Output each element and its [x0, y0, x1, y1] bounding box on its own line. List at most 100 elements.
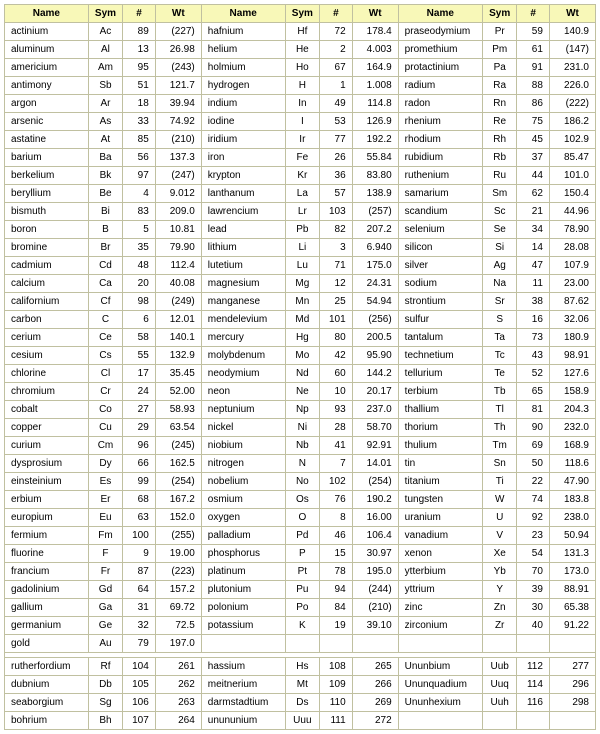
element-name: ytterbium — [398, 563, 482, 581]
element-num: 72 — [320, 23, 353, 41]
table-row: bariumBa56137.3ironFe2655.84rubidiumRb37… — [5, 149, 596, 167]
element-sym: Cd — [88, 257, 123, 275]
element-wt: 79.90 — [155, 239, 201, 257]
element-num: 89 — [123, 23, 156, 41]
element-name: lutetium — [201, 257, 285, 275]
element-sym: K — [285, 617, 320, 635]
element-wt: 232.0 — [549, 419, 595, 437]
element-sym — [482, 712, 517, 730]
element-wt: (227) — [155, 23, 201, 41]
element-sym: Uuu — [285, 712, 320, 730]
element-num: 31 — [123, 599, 156, 617]
element-sym: Ac — [88, 23, 123, 41]
element-name: hydrogen — [201, 77, 285, 95]
element-wt: 164.9 — [352, 59, 398, 77]
element-wt: 16.00 — [352, 509, 398, 527]
element-sym: Be — [88, 185, 123, 203]
element-num: 28 — [320, 419, 353, 437]
element-wt: 26.98 — [155, 41, 201, 59]
table-row: aluminumAl1326.98heliumHe24.003promethiu… — [5, 41, 596, 59]
element-wt: (147) — [549, 41, 595, 59]
element-num: 38 — [517, 293, 549, 311]
table-row: ceriumCe58140.1mercuryHg80200.5tantalumT… — [5, 329, 596, 347]
element-name: praseodymium — [398, 23, 482, 41]
element-num: 95 — [123, 59, 156, 77]
element-wt: 47.90 — [549, 473, 595, 491]
element-wt: 52.00 — [155, 383, 201, 401]
element-wt: 137.3 — [155, 149, 201, 167]
table-row: calciumCa2040.08magnesiumMg1224.31sodium… — [5, 275, 596, 293]
element-name: manganese — [201, 293, 285, 311]
element-wt: 226.0 — [549, 77, 595, 95]
element-num: 42 — [320, 347, 353, 365]
element-num: 86 — [517, 95, 549, 113]
element-name: aluminum — [5, 41, 89, 59]
element-wt: 102.9 — [549, 131, 595, 149]
element-name: arsenic — [5, 113, 89, 131]
element-wt: 58.70 — [352, 419, 398, 437]
element-name: bohrium — [5, 712, 89, 730]
element-sym: Dy — [88, 455, 123, 473]
col-header-num: # — [517, 5, 549, 23]
element-num: 74 — [517, 491, 549, 509]
element-wt: (255) — [155, 527, 201, 545]
element-wt: (245) — [155, 437, 201, 455]
element-num: 87 — [123, 563, 156, 581]
element-sym: Mt — [285, 676, 320, 694]
element-sym: Sb — [88, 77, 123, 95]
element-sym: Cu — [88, 419, 123, 437]
element-wt: 14.01 — [352, 455, 398, 473]
element-name: iridium — [201, 131, 285, 149]
element-wt: 112.4 — [155, 257, 201, 275]
element-num: 39 — [517, 581, 549, 599]
element-wt: 85.47 — [549, 149, 595, 167]
element-wt: (254) — [352, 473, 398, 491]
element-sym: Cr — [88, 383, 123, 401]
element-wt: 178.4 — [352, 23, 398, 41]
element-num: 24 — [123, 383, 156, 401]
element-wt: 39.94 — [155, 95, 201, 113]
element-wt: (257) — [352, 203, 398, 221]
element-num: 49 — [320, 95, 353, 113]
table-row: erbiumEr68167.2osmiumOs76190.2tungstenW7… — [5, 491, 596, 509]
element-sym: Si — [482, 239, 517, 257]
element-sym: Hs — [285, 658, 320, 676]
element-num: 30 — [517, 599, 549, 617]
element-wt: (247) — [155, 167, 201, 185]
element-num: 37 — [517, 149, 549, 167]
element-num: 111 — [320, 712, 353, 730]
element-num — [517, 712, 549, 730]
element-wt: 126.9 — [352, 113, 398, 131]
element-name: zinc — [398, 599, 482, 617]
element-name: palladium — [201, 527, 285, 545]
element-name: radium — [398, 77, 482, 95]
element-wt: 40.08 — [155, 275, 201, 293]
element-name: iodine — [201, 113, 285, 131]
element-name: argon — [5, 95, 89, 113]
table-row: carbonC612.01mendeleviumMd101(256)sulfur… — [5, 311, 596, 329]
element-wt: (210) — [352, 599, 398, 617]
element-num: 58 — [123, 329, 156, 347]
element-num: 103 — [320, 203, 353, 221]
element-name: indium — [201, 95, 285, 113]
element-wt: 158.9 — [549, 383, 595, 401]
element-wt: 266 — [352, 676, 398, 694]
table-row: goldAu79197.0 — [5, 635, 596, 653]
element-sym: Eu — [88, 509, 123, 527]
table-row: rutherfordiumRf104261hassiumHs108265Unun… — [5, 658, 596, 676]
element-wt — [549, 635, 595, 653]
element-name: astatine — [5, 131, 89, 149]
element-sym: Mo — [285, 347, 320, 365]
element-wt: 91.22 — [549, 617, 595, 635]
element-sym: Fm — [88, 527, 123, 545]
table-row: cadmiumCd48112.4lutetiumLu71175.0silverA… — [5, 257, 596, 275]
element-wt: 132.9 — [155, 347, 201, 365]
element-num: 93 — [320, 401, 353, 419]
table-header: NameSym#WtNameSym#WtNameSym#Wt — [5, 5, 596, 23]
element-name: thulium — [398, 437, 482, 455]
col-header-sym: Sym — [285, 5, 320, 23]
element-num: 66 — [123, 455, 156, 473]
element-sym — [285, 635, 320, 653]
element-name: nickel — [201, 419, 285, 437]
element-num: 8 — [320, 509, 353, 527]
